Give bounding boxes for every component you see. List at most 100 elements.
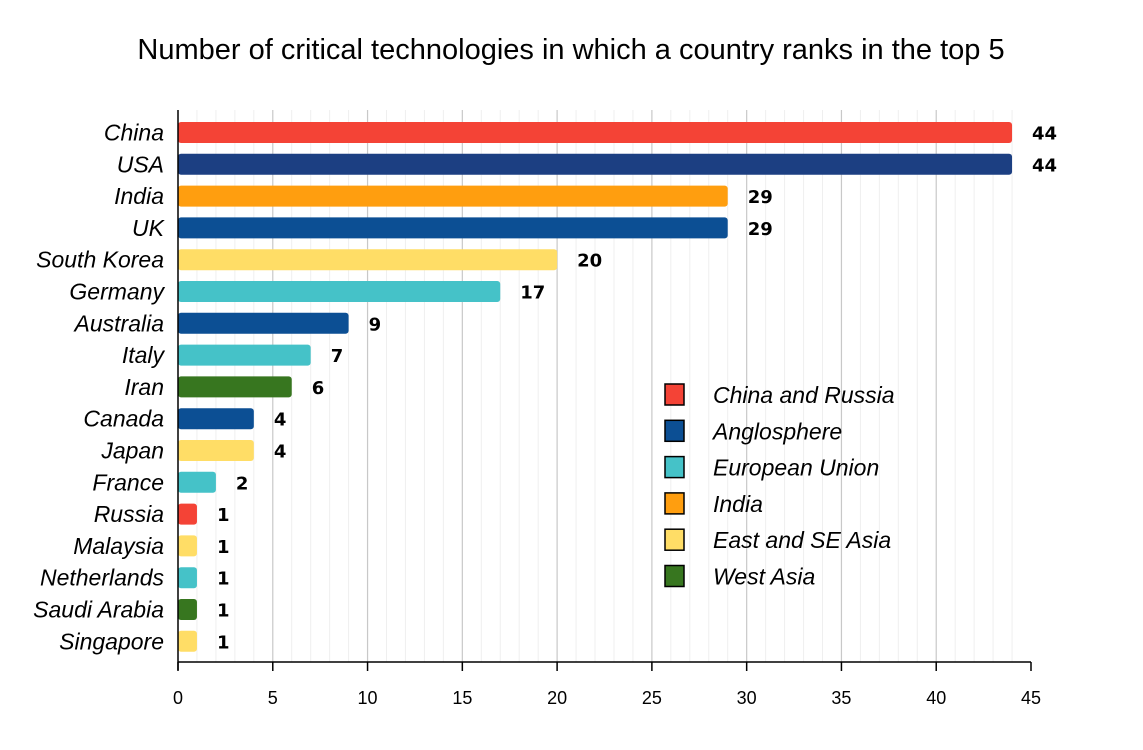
- bar-group: Singapore 1: [59, 628, 229, 654]
- legend-item: China and Russia: [664, 382, 895, 408]
- legend-item: Anglosphere: [664, 418, 842, 444]
- value-label: 44: [1032, 155, 1057, 176]
- legend-label: European Union: [713, 455, 879, 481]
- bar: [178, 312, 349, 334]
- bar-group: UK 29: [132, 215, 773, 241]
- bar-group: Italy 7: [122, 342, 343, 368]
- category-label: Russia: [94, 501, 164, 527]
- bar-group: USA 44: [117, 151, 1057, 177]
- category-label: Germany: [69, 279, 165, 305]
- category-label: Netherlands: [40, 565, 165, 591]
- legend-item: West Asia: [664, 564, 815, 590]
- category-label: Japan: [100, 438, 164, 464]
- bar: [178, 153, 1013, 175]
- bar: [178, 535, 197, 557]
- category-label: Saudi Arabia: [33, 597, 164, 623]
- legend-swatch: [664, 455, 685, 479]
- legend-label: Anglosphere: [711, 418, 842, 444]
- legend-item: European Union: [664, 455, 879, 481]
- bar-group: Netherlands 1: [40, 565, 230, 591]
- bar: [178, 567, 197, 589]
- value-label: 1: [217, 505, 230, 526]
- category-label: Canada: [83, 406, 164, 432]
- bar: [178, 630, 197, 652]
- bar-group: France 2: [92, 469, 248, 495]
- value-label: 4: [274, 410, 287, 431]
- category-label: UK: [132, 215, 166, 241]
- value-label: 20: [577, 251, 602, 272]
- x-tick-label: 20: [547, 688, 567, 708]
- bar-group: Japan 4: [100, 438, 286, 464]
- legend-swatch: [664, 492, 685, 515]
- value-label: 4: [274, 442, 287, 463]
- x-tick-label: 30: [737, 688, 757, 708]
- bar: [178, 471, 216, 493]
- x-tick-label: 15: [452, 688, 472, 708]
- bar: [178, 344, 311, 366]
- value-label: 1: [217, 632, 230, 653]
- category-label: Australia: [73, 310, 164, 336]
- x-tick-label: 10: [358, 688, 378, 708]
- category-label: Iran: [124, 374, 164, 400]
- bar: [178, 217, 728, 239]
- bar: [178, 440, 254, 461]
- value-label: 1: [217, 569, 230, 590]
- value-label: 9: [369, 314, 382, 335]
- legend-label: West Asia: [713, 564, 815, 590]
- legend-swatch: [664, 419, 685, 443]
- category-label: Singapore: [59, 628, 164, 654]
- chart-title: Number of critical technologies in which…: [137, 34, 1004, 66]
- bar: [178, 185, 728, 207]
- axes: 0 5 10 15 20 25 30 35 40 45: [173, 110, 1041, 708]
- bar-group: India 29: [114, 183, 773, 209]
- legend: China and Russia Anglosphere European Unio…: [664, 382, 895, 590]
- value-label: 29: [748, 219, 773, 240]
- category-label: USA: [117, 151, 164, 177]
- category-label: Malaysia: [73, 533, 164, 559]
- legend-label: East and SE Asia: [713, 527, 891, 553]
- bar: [178, 376, 292, 398]
- bar-group: South Korea 20: [36, 247, 602, 273]
- value-label: 6: [312, 378, 325, 399]
- value-label: 29: [748, 187, 773, 208]
- x-tick-label: 25: [642, 688, 662, 708]
- bar-group: Canada 4: [83, 406, 286, 432]
- value-label: 1: [217, 537, 230, 558]
- bar-group: China 44: [104, 120, 1057, 146]
- bar-group: Germany 17: [69, 279, 545, 305]
- value-label: 1: [217, 601, 230, 622]
- x-tick-label: 35: [831, 688, 851, 708]
- bar-group: Iran 6: [124, 374, 324, 400]
- category-label: Italy: [122, 342, 166, 368]
- legend-item: East and SE Asia: [664, 527, 891, 553]
- x-tick-label: 45: [1021, 688, 1041, 708]
- x-tick-label: 40: [926, 688, 946, 708]
- legend-swatch: [664, 383, 685, 406]
- bar: [178, 249, 558, 271]
- value-label: 17: [520, 283, 545, 304]
- legend-label: China and Russia: [713, 382, 895, 408]
- bar-group: Saudi Arabia 1: [33, 597, 229, 623]
- bar: [178, 599, 197, 620]
- value-label: 7: [331, 346, 344, 367]
- x-tick-label: 0: [173, 688, 183, 708]
- legend-label: India: [713, 491, 763, 517]
- value-label: 44: [1032, 124, 1057, 145]
- value-label: 2: [236, 473, 249, 494]
- bar: [178, 281, 501, 302]
- x-tick-label: 5: [268, 688, 278, 708]
- legend-item: India: [664, 491, 763, 517]
- bar: [178, 122, 1013, 143]
- bar: [178, 408, 254, 430]
- bar: [178, 503, 197, 525]
- legend-swatch: [664, 564, 685, 588]
- category-label: India: [114, 183, 164, 209]
- category-label: France: [92, 469, 164, 495]
- category-label: China: [104, 120, 164, 146]
- bar-group: Australia 9: [73, 310, 382, 336]
- bar-group: Malaysia 1: [73, 533, 229, 559]
- bar-group: Russia 1: [94, 501, 230, 527]
- category-label: South Korea: [36, 247, 164, 273]
